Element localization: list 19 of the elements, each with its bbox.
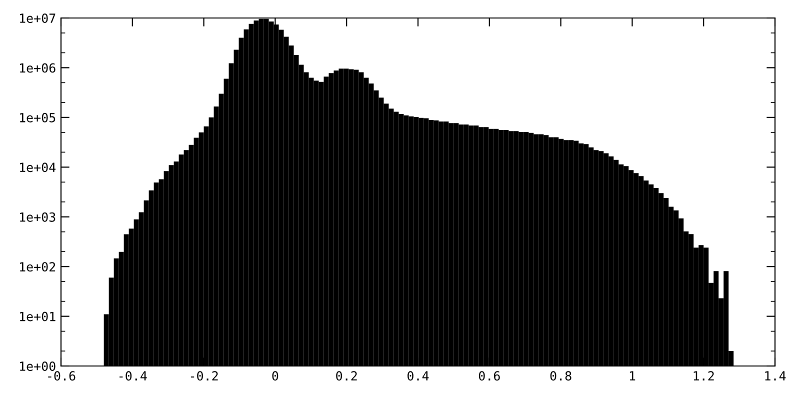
y-tick-label: 1e+04: [20, 162, 56, 172]
x-tick-label: 0.2: [336, 371, 357, 381]
x-tick-label: 0.4: [408, 371, 429, 381]
y-tick-label: 1e+06: [20, 63, 56, 73]
x-tick-label: 1.2: [694, 371, 714, 380]
y-tick-label: 1e+07: [20, 14, 56, 23]
y-tick-label: 1e+02: [20, 262, 56, 272]
x-tick-label: 0.8: [550, 371, 572, 381]
x-tick-label: -0.4: [120, 371, 147, 381]
y-tick-label: 1e+00: [20, 362, 56, 371]
x-tick-label: -0.2: [190, 371, 218, 381]
x-tick-label: 0.6: [478, 371, 500, 381]
y-tick-label: 1e+01: [20, 312, 56, 322]
x-tick-label: 1.4: [765, 371, 786, 380]
x-tick-label: -0.6: [48, 371, 76, 381]
y-tick-label: 1e+05: [20, 112, 56, 122]
y-tick-label: 1e+03: [20, 212, 56, 222]
x-tick-label: 0: [272, 371, 278, 381]
x-tick-label: 1: [630, 371, 636, 380]
